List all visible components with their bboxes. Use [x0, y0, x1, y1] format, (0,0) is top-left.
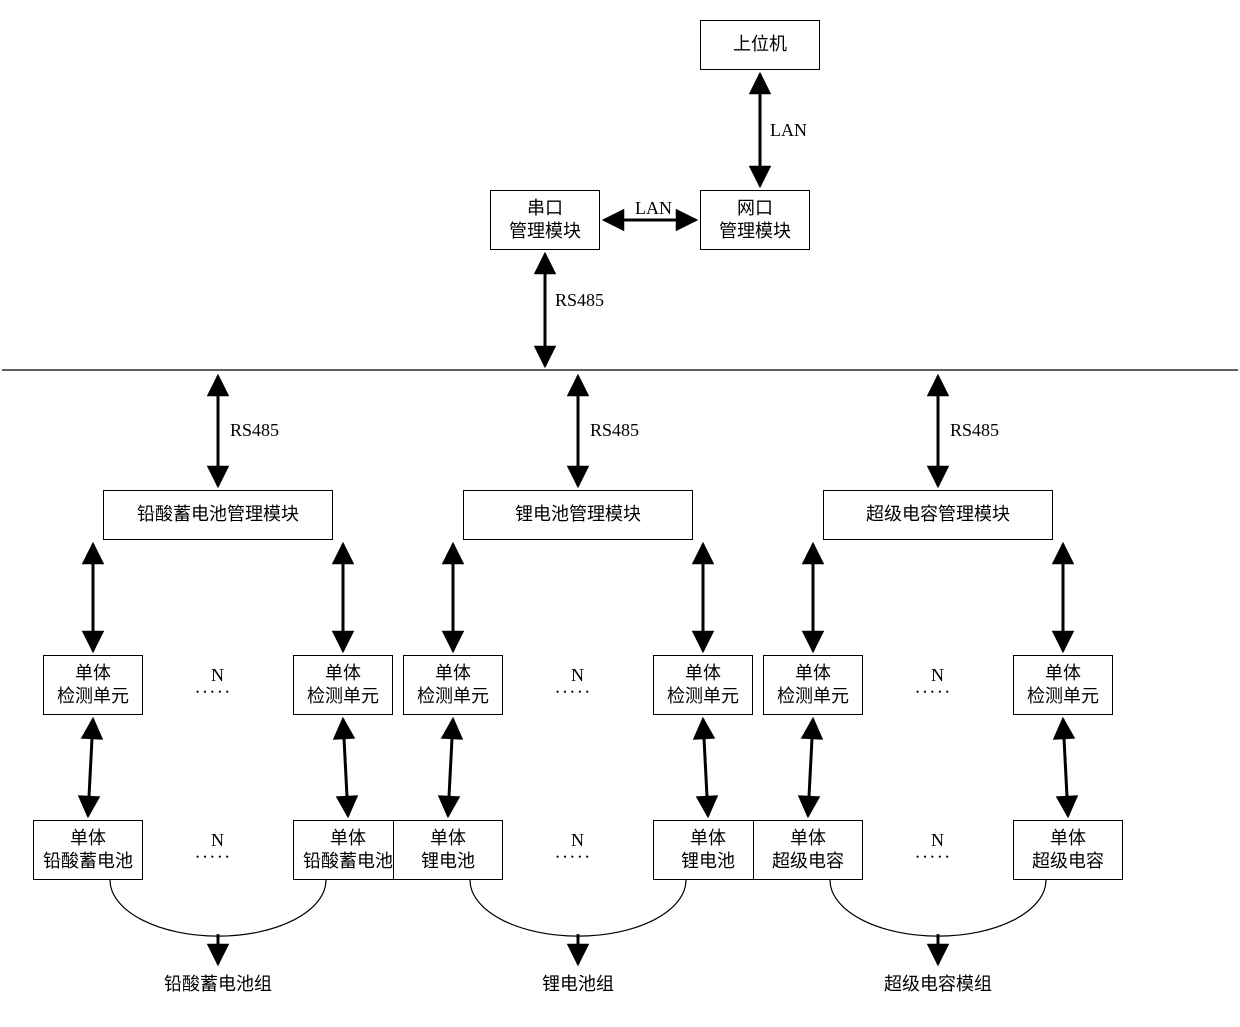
- lead-cell-box-1: 单体铅酸蓄电池: [293, 820, 403, 880]
- net-mgmt-l1: 网口: [737, 197, 773, 220]
- supercap-dots-detect: • • • • •: [916, 687, 950, 697]
- host-box: 上位机: [700, 20, 820, 70]
- lithium-group-label: 锂电池组: [478, 970, 678, 996]
- lead-mgmt-box: 铅酸蓄电池管理模块: [103, 490, 333, 540]
- serial-mgmt-l1: 串口: [527, 197, 563, 220]
- lithium-mgmt-label: 锂电池管理模块: [515, 503, 641, 526]
- lithium-n-detect: N: [571, 665, 584, 686]
- lead-mgmt-label: 铅酸蓄电池管理模块: [137, 503, 299, 526]
- supercap-group-label: 超级电容模组: [838, 970, 1038, 996]
- lithium-cell-box-1: 单体锂电池: [653, 820, 763, 880]
- supercap-detect-box-1: 单体检测单元: [1013, 655, 1113, 715]
- lead-dots-detect: • • • • •: [196, 687, 230, 697]
- lan-label-top: LAN: [770, 120, 807, 141]
- lithium-rs485-label: RS485: [590, 420, 639, 441]
- supercap-n-cell: N: [931, 830, 944, 851]
- lead-group-label: 铅酸蓄电池组: [118, 970, 318, 996]
- lithium-detect-box-0: 单体检测单元: [403, 655, 503, 715]
- net-mgmt-l2: 管理模块: [719, 220, 791, 243]
- supercap-rs485-label: RS485: [950, 420, 999, 441]
- net-mgmt-box: 网口 管理模块: [700, 190, 810, 250]
- lithium-dots-detect: • • • • •: [556, 687, 590, 697]
- lithium-cell-box-0: 单体锂电池: [393, 820, 503, 880]
- lead-cell-box-0: 单体铅酸蓄电池: [33, 820, 143, 880]
- lead-n-detect: N: [211, 665, 224, 686]
- supercap-n-detect: N: [931, 665, 944, 686]
- lead-rs485-label: RS485: [230, 420, 279, 441]
- supercap-cell-box-1: 单体超级电容: [1013, 820, 1123, 880]
- lead-n-cell: N: [211, 830, 224, 851]
- serial-mgmt-l2: 管理模块: [509, 220, 581, 243]
- lead-dots-cell: • • • • •: [196, 852, 230, 862]
- lan-label-mid: LAN: [635, 198, 672, 219]
- serial-mgmt-box: 串口 管理模块: [490, 190, 600, 250]
- supercap-cell-box-0: 单体超级电容: [753, 820, 863, 880]
- lead-detect-box-1: 单体检测单元: [293, 655, 393, 715]
- supercap-dots-cell: • • • • •: [916, 852, 950, 862]
- rs485-label-top: RS485: [555, 290, 604, 311]
- lead-detect-box-0: 单体检测单元: [43, 655, 143, 715]
- host-label: 上位机: [733, 33, 787, 56]
- lithium-dots-cell: • • • • •: [556, 852, 590, 862]
- lithium-detect-box-1: 单体检测单元: [653, 655, 753, 715]
- lithium-n-cell: N: [571, 830, 584, 851]
- supercap-mgmt-box: 超级电容管理模块: [823, 490, 1053, 540]
- supercap-detect-box-0: 单体检测单元: [763, 655, 863, 715]
- supercap-mgmt-label: 超级电容管理模块: [866, 503, 1010, 526]
- lithium-mgmt-box: 锂电池管理模块: [463, 490, 693, 540]
